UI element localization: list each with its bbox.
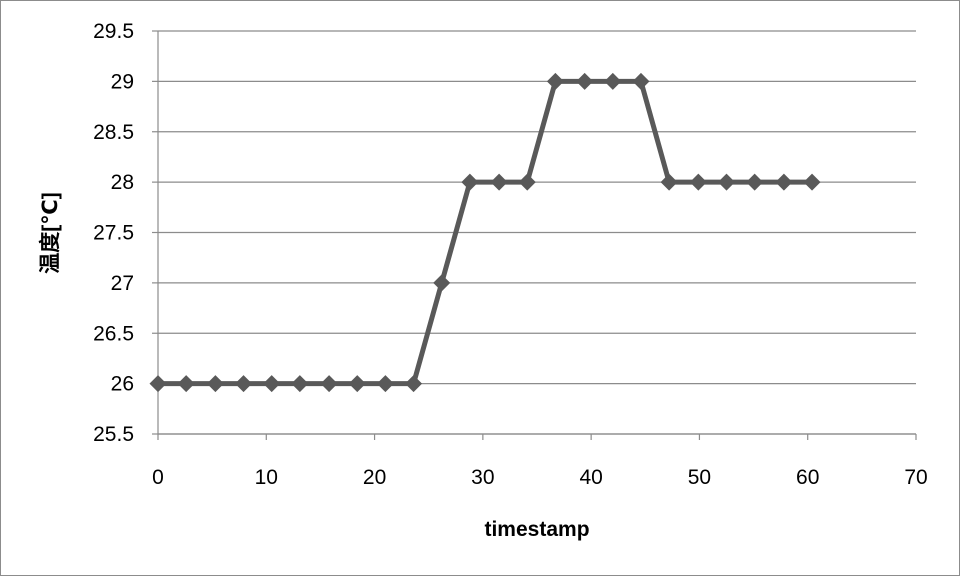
data-point: [177, 375, 195, 393]
data-point: [689, 173, 707, 191]
y-tick-label: 28.5: [93, 121, 134, 144]
series-group: [149, 72, 821, 393]
data-point: [632, 72, 650, 90]
data-point: [405, 375, 423, 393]
y-axis-title: 温度[℃]: [38, 192, 62, 273]
x-tick-label: 10: [255, 466, 278, 489]
data-point: [348, 375, 366, 393]
x-axis-tick-labels: 0 10 20 30 40 50 60 70: [152, 466, 928, 489]
data-point: [149, 375, 167, 393]
gridlines: [158, 30, 916, 435]
data-point: [518, 173, 536, 191]
x-tick-label: 60: [796, 466, 819, 489]
y-tick-label: 27: [111, 272, 134, 295]
data-point: [746, 173, 764, 191]
data-point: [263, 375, 281, 393]
data-point: [206, 375, 224, 393]
data-point: [576, 72, 594, 90]
data-point: [461, 173, 479, 191]
x-tick-label: 40: [579, 466, 602, 489]
data-point: [235, 375, 253, 393]
x-axis-title: timestamp: [484, 518, 589, 541]
data-point: [376, 375, 394, 393]
y-tick-label: 29.5: [93, 20, 134, 43]
data-point: [490, 173, 508, 191]
x-tick-label: 20: [363, 466, 386, 489]
y-tick-label: 26: [111, 373, 134, 396]
y-tick-label: 28: [111, 171, 134, 194]
y-tick-label: 26.5: [93, 322, 134, 345]
data-point: [803, 173, 821, 191]
y-tick-label: 27.5: [93, 222, 134, 245]
data-point: [660, 173, 678, 191]
y-tick-label: 29: [111, 70, 134, 93]
data-point: [718, 173, 735, 191]
data-point: [546, 72, 564, 90]
x-tick-label: 0: [152, 466, 164, 489]
y-tick-label: 25.5: [93, 423, 134, 446]
data-point: [775, 173, 793, 191]
x-tick-label: 70: [904, 466, 927, 489]
x-tick-label: 50: [688, 466, 711, 489]
y-axis-tick-labels: 25.5 26 26.5 27 27.5 28 28.5 29 29.5: [93, 20, 134, 446]
data-point: [320, 375, 338, 393]
data-point: [433, 274, 451, 292]
axes: [152, 30, 917, 440]
data-point: [604, 72, 622, 90]
x-tick-label: 30: [471, 466, 494, 489]
data-point: [291, 375, 309, 393]
